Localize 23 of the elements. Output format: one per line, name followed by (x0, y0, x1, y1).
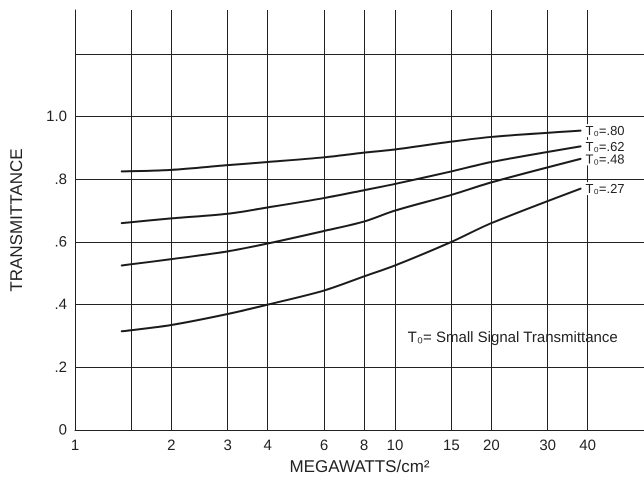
x-tick-label: 20 (482, 437, 500, 454)
x-tick-label: 15 (443, 437, 460, 454)
x-tick-label: 40 (579, 437, 596, 454)
y-tick-label: .2 (54, 358, 67, 376)
series-label: T₀=.48 (586, 151, 625, 166)
y-tick-label: 1.0 (46, 108, 67, 126)
x-axis-title: MEGAWATTS/cm² (289, 457, 430, 476)
y-tick-label: 0 (58, 422, 67, 438)
x-tick-label: 6 (320, 437, 328, 454)
x-tick-label: 2 (167, 437, 176, 454)
x-tick-label: 10 (386, 437, 404, 454)
series-label: T₀=.27 (586, 181, 625, 196)
series-label: T₀=.80 (586, 123, 625, 138)
x-tick-label: 8 (360, 437, 368, 454)
y-tick-label: .6 (54, 233, 67, 250)
x-tick-label: 1 (70, 437, 80, 454)
x-tick-label: 3 (224, 437, 232, 454)
series-label: T₀=.62 (586, 138, 625, 154)
x-tick-label: 30 (539, 437, 556, 454)
y-tick-label: .4 (54, 296, 67, 314)
x-tick-label: 4 (263, 437, 272, 454)
y-tick-label: .8 (54, 170, 67, 188)
y-axis-title: TRANSMITTANCE (7, 148, 26, 292)
